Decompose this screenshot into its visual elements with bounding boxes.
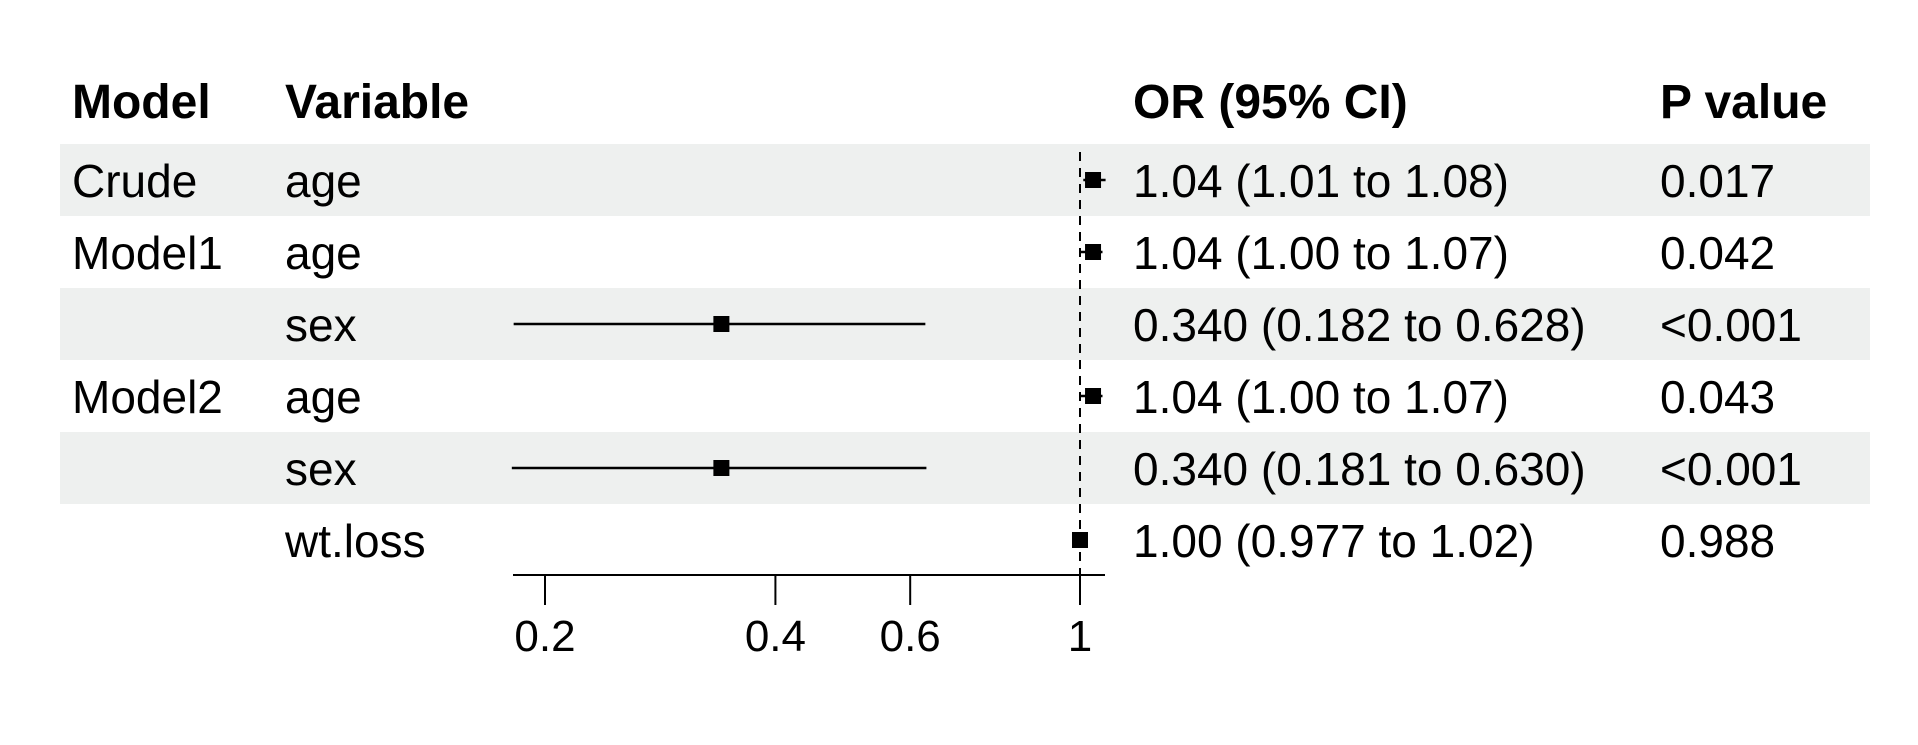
cell-p-value: 0.017 [1660, 155, 1775, 207]
cell-p-value: 0.042 [1660, 227, 1775, 279]
row-band [60, 288, 1870, 360]
x-tick-label: 0.2 [514, 612, 575, 661]
cell-variable: age [285, 155, 362, 207]
cell-or-ci: 1.04 (1.00 to 1.07) [1133, 227, 1509, 279]
point-estimate [713, 316, 730, 332]
row-band [60, 144, 1870, 216]
row-band [60, 504, 1870, 576]
cell-p-value: <0.001 [1660, 299, 1802, 351]
cell-or-ci: 1.04 (1.00 to 1.07) [1133, 371, 1509, 423]
row-bands [60, 144, 1870, 576]
header-row: Model Variable OR (95% CI) P value [72, 76, 1827, 129]
point-estimate [1072, 532, 1088, 548]
x-tick-label: 0.6 [880, 612, 941, 661]
point-estimate [1085, 244, 1102, 260]
ci-marks [511, 172, 1106, 548]
table-cells: Crude age 1.04 (1.01 to 1.08) 0.017 Model1 ag… [72, 155, 1802, 567]
x-axis: 0.2 0.4 0.6 1 [513, 574, 1105, 661]
cell-or-ci: 0.340 (0.181 to 0.630) [1133, 443, 1586, 495]
point-estimate [713, 460, 730, 476]
cell-p-value: 0.988 [1660, 515, 1775, 567]
cell-variable: sex [285, 443, 357, 495]
row-band [60, 360, 1870, 432]
cell-model: Crude [72, 155, 197, 207]
cell-or-ci: 0.340 (0.182 to 0.628) [1133, 299, 1586, 351]
cell-variable: age [285, 371, 362, 423]
header-model: Model [72, 76, 211, 129]
header-or-ci: OR (95% CI) [1133, 76, 1408, 129]
cell-model: Model2 [72, 371, 223, 423]
cell-p-value: 0.043 [1660, 371, 1775, 423]
cell-variable: wt.loss [284, 515, 426, 567]
cell-or-ci: 1.04 (1.01 to 1.08) [1133, 155, 1509, 207]
cell-variable: age [285, 227, 362, 279]
row-band [60, 216, 1870, 288]
cell-variable: sex [285, 299, 357, 351]
cell-or-ci: 1.00 (0.977 to 1.02) [1133, 515, 1535, 567]
point-estimate [1085, 172, 1102, 188]
x-tick-label: 0.4 [745, 612, 806, 661]
cell-model: Model1 [72, 227, 223, 279]
point-estimate [1085, 388, 1102, 404]
cell-p-value: <0.001 [1660, 443, 1802, 495]
x-tick-label: 1 [1068, 612, 1092, 661]
header-p-value: P value [1660, 76, 1827, 129]
row-band [60, 432, 1870, 504]
header-variable: Variable [285, 76, 469, 129]
